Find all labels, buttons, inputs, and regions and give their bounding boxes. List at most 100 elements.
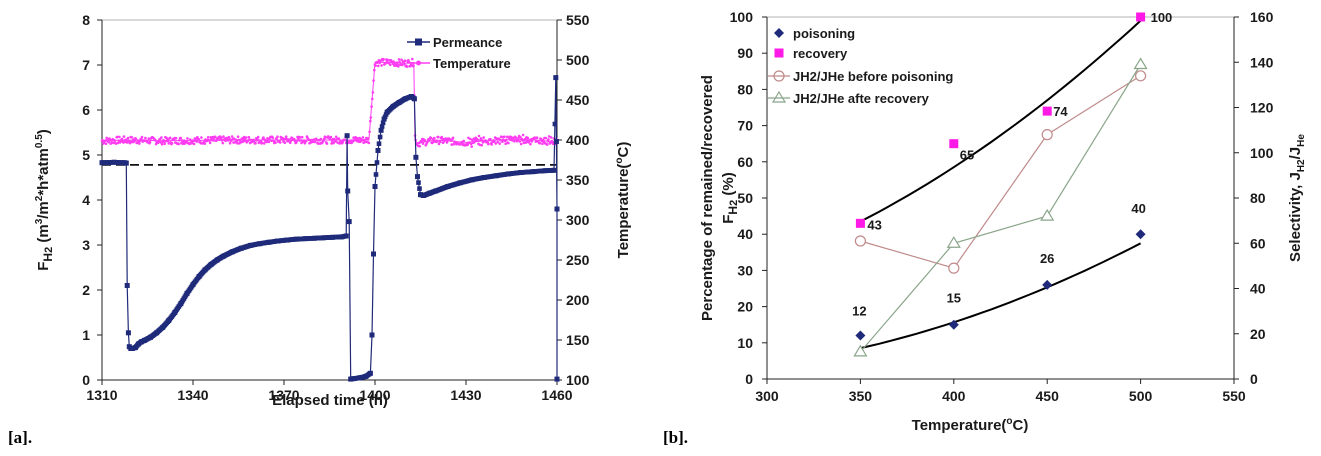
temperature-point bbox=[224, 139, 227, 143]
temperature-point bbox=[370, 105, 373, 108]
y-tick-label-a: 1 bbox=[82, 327, 90, 343]
temperature-point bbox=[386, 58, 389, 62]
legend-item-recovery: recovery bbox=[774, 46, 848, 61]
temperature-point bbox=[437, 142, 441, 146]
y2-tick-label-b: 120 bbox=[1250, 100, 1274, 116]
permeance-point bbox=[376, 141, 382, 146]
temperature-point bbox=[412, 64, 415, 68]
permeance-point bbox=[416, 180, 421, 185]
temperature-point bbox=[248, 138, 251, 141]
after-recovery-point bbox=[946, 236, 961, 248]
temperature-point bbox=[505, 138, 508, 142]
temperature-point bbox=[197, 138, 201, 141]
permeance-point bbox=[369, 332, 375, 338]
temperature-point bbox=[140, 135, 144, 139]
x-tick-label-b: 500 bbox=[1129, 388, 1153, 404]
temperature-point bbox=[222, 135, 225, 138]
temperature-point bbox=[203, 142, 207, 145]
temperature-point bbox=[221, 141, 225, 145]
legend-item-before-poisoning: JH2/JHe before poisoning bbox=[768, 69, 953, 84]
temperature-point bbox=[371, 91, 375, 94]
temperature-point bbox=[509, 138, 512, 141]
temperature-point bbox=[501, 140, 504, 144]
temperature-point bbox=[247, 135, 251, 139]
permeance-point bbox=[378, 127, 384, 133]
temperature-point bbox=[489, 137, 492, 141]
y-tick-label-a: 7 bbox=[82, 57, 90, 73]
temperature-point bbox=[411, 57, 414, 61]
y-axis-title-a: FH2 (m3/m2*h*atm0.5) bbox=[34, 129, 55, 271]
temperature-point bbox=[256, 135, 260, 139]
temperature-point bbox=[451, 136, 455, 140]
y2-tick-label-a: 350 bbox=[566, 172, 590, 188]
temperature-point bbox=[116, 135, 119, 139]
y-axis-title-b: Percentage of remained/recovered bbox=[699, 75, 716, 321]
poisoning-data-label: 15 bbox=[947, 291, 961, 306]
temperature-point bbox=[478, 143, 482, 147]
temperature-point bbox=[329, 135, 333, 139]
permeance-point bbox=[189, 283, 195, 289]
temperature-point bbox=[487, 142, 490, 146]
temperature-point bbox=[232, 137, 236, 140]
y2-tick-label-a: 400 bbox=[566, 132, 590, 148]
y2-tick-label-a: 200 bbox=[566, 292, 590, 308]
temperature-point bbox=[226, 139, 230, 142]
permeance-point bbox=[165, 319, 170, 324]
temperature-point bbox=[535, 136, 539, 139]
temperature-point bbox=[178, 139, 181, 142]
y-tick-label-b: 50 bbox=[737, 190, 753, 206]
permeance-point bbox=[380, 120, 386, 126]
y-tick-label-a: 6 bbox=[82, 102, 90, 118]
y2-tick-label-b: 100 bbox=[1250, 145, 1274, 161]
chart-a: 1310 1340 1370 1400 1430 1460 0 1 2 3 4 5 6 7 8 100 150 2… bbox=[34, 12, 632, 409]
temperature-point bbox=[479, 137, 483, 140]
y-tick-label-b: 90 bbox=[737, 45, 753, 61]
poisoning-point bbox=[1135, 229, 1146, 240]
temperature-point bbox=[133, 139, 136, 143]
temperature-point bbox=[265, 140, 269, 144]
permeance-point bbox=[375, 148, 381, 153]
temperature-point bbox=[113, 139, 116, 142]
temperature-point bbox=[547, 135, 551, 138]
temperature-point bbox=[481, 139, 484, 142]
legend-item-permeance: Permeance bbox=[407, 35, 502, 50]
temperature-point bbox=[477, 134, 481, 138]
temperature-point bbox=[534, 140, 538, 143]
temperature-point bbox=[374, 64, 377, 68]
recovery-data-label: 43 bbox=[867, 217, 881, 232]
permeance-point bbox=[183, 292, 189, 298]
y-tick-label-b: 70 bbox=[737, 118, 753, 134]
temperature-point bbox=[361, 136, 365, 139]
temperature-point bbox=[469, 137, 472, 141]
permeance-point bbox=[367, 371, 372, 377]
temperature-point bbox=[160, 136, 163, 139]
temperature-point bbox=[380, 64, 383, 67]
temperature-point bbox=[274, 141, 277, 144]
temperature-point bbox=[220, 136, 223, 139]
permeance-line bbox=[102, 77, 558, 380]
temperature-point bbox=[160, 143, 164, 146]
y2-tick-label-b: 80 bbox=[1250, 190, 1266, 206]
x-tick-label-b: 300 bbox=[755, 388, 779, 404]
temperature-point bbox=[157, 140, 160, 143]
temperature-point bbox=[530, 140, 534, 143]
temperature-point bbox=[159, 141, 162, 144]
temperature-point bbox=[435, 140, 439, 143]
temperature-point bbox=[498, 142, 502, 145]
y2-tick-label-a: 550 bbox=[566, 12, 590, 28]
temperature-point bbox=[236, 142, 239, 145]
panel-label-b: [b]. bbox=[663, 428, 688, 447]
x-tick-label-a: 1430 bbox=[450, 387, 481, 403]
temperature-point bbox=[389, 63, 392, 67]
temperature-point bbox=[122, 135, 126, 138]
y-tick-label-b: 30 bbox=[737, 262, 753, 278]
temperature-point bbox=[170, 141, 174, 145]
recovery-point bbox=[1136, 12, 1146, 22]
poisoning-data-label: 40 bbox=[1131, 201, 1145, 216]
temperature-point bbox=[270, 139, 273, 143]
temperature-point bbox=[482, 136, 486, 139]
temperature-point bbox=[192, 142, 196, 146]
permeance-point bbox=[342, 233, 348, 239]
temperature-point bbox=[377, 64, 380, 68]
permeance-point bbox=[377, 134, 383, 140]
